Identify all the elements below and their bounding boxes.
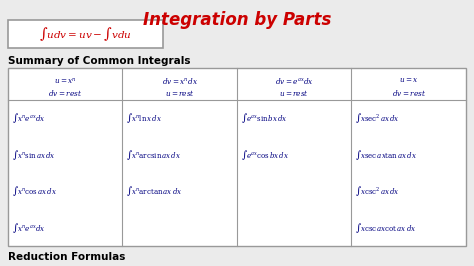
Text: Summary of Common Integrals: Summary of Common Integrals	[8, 56, 191, 66]
Text: $\int x \sec ax \tan ax\, dx$: $\int x \sec ax \tan ax\, dx$	[356, 148, 418, 162]
FancyBboxPatch shape	[8, 20, 163, 48]
Text: $u = rest$: $u = rest$	[165, 88, 195, 98]
Text: $\int e^{ax} \cos bx\, dx$: $\int e^{ax} \cos bx\, dx$	[241, 148, 289, 162]
Text: $dv = x^n dx$: $dv = x^n dx$	[162, 76, 198, 86]
Text: $dv = e^{ax} dx$: $dv = e^{ax} dx$	[275, 76, 314, 86]
Text: $\int x^n \arctan ax\, dx$: $\int x^n \arctan ax\, dx$	[127, 184, 183, 198]
Text: $\int udv = uv - \int vdu$: $\int udv = uv - \int vdu$	[39, 25, 132, 43]
Text: $\int x^n e^{ax} dx$: $\int x^n e^{ax} dx$	[12, 221, 46, 235]
Text: $dv = rest$: $dv = rest$	[392, 88, 426, 98]
Text: Reduction Formulas: Reduction Formulas	[8, 252, 126, 262]
Text: $\int x \sec^2 ax\, dx$: $\int x \sec^2 ax\, dx$	[356, 111, 401, 125]
Text: $\int x^n e^{ax} dx$: $\int x^n e^{ax} dx$	[12, 111, 46, 125]
Text: $\int e^{ax} \sin bx\, dx$: $\int e^{ax} \sin bx\, dx$	[241, 111, 288, 125]
Text: $\int x^n \ln x\, dx$: $\int x^n \ln x\, dx$	[127, 111, 163, 125]
Text: $\int x \csc ax \cot ax\, dx$: $\int x \csc ax \cot ax\, dx$	[356, 221, 417, 235]
Text: $\int x \csc^2 ax\, dx$: $\int x \csc^2 ax\, dx$	[356, 184, 400, 198]
Text: $\int x^n \cos ax\, dx$: $\int x^n \cos ax\, dx$	[12, 184, 57, 198]
Text: $u = x^n$: $u = x^n$	[54, 76, 77, 86]
FancyBboxPatch shape	[8, 68, 466, 246]
Text: $\int x^n \sin ax\, dx$: $\int x^n \sin ax\, dx$	[12, 148, 56, 162]
Text: $\int x^n \arcsin ax\, dx$: $\int x^n \arcsin ax\, dx$	[127, 148, 182, 162]
Text: $u = x$: $u = x$	[399, 76, 419, 84]
Text: $u = rest$: $u = rest$	[279, 88, 309, 98]
Text: Integration by Parts: Integration by Parts	[143, 11, 331, 29]
Text: $dv = rest$: $dv = rest$	[48, 88, 82, 98]
